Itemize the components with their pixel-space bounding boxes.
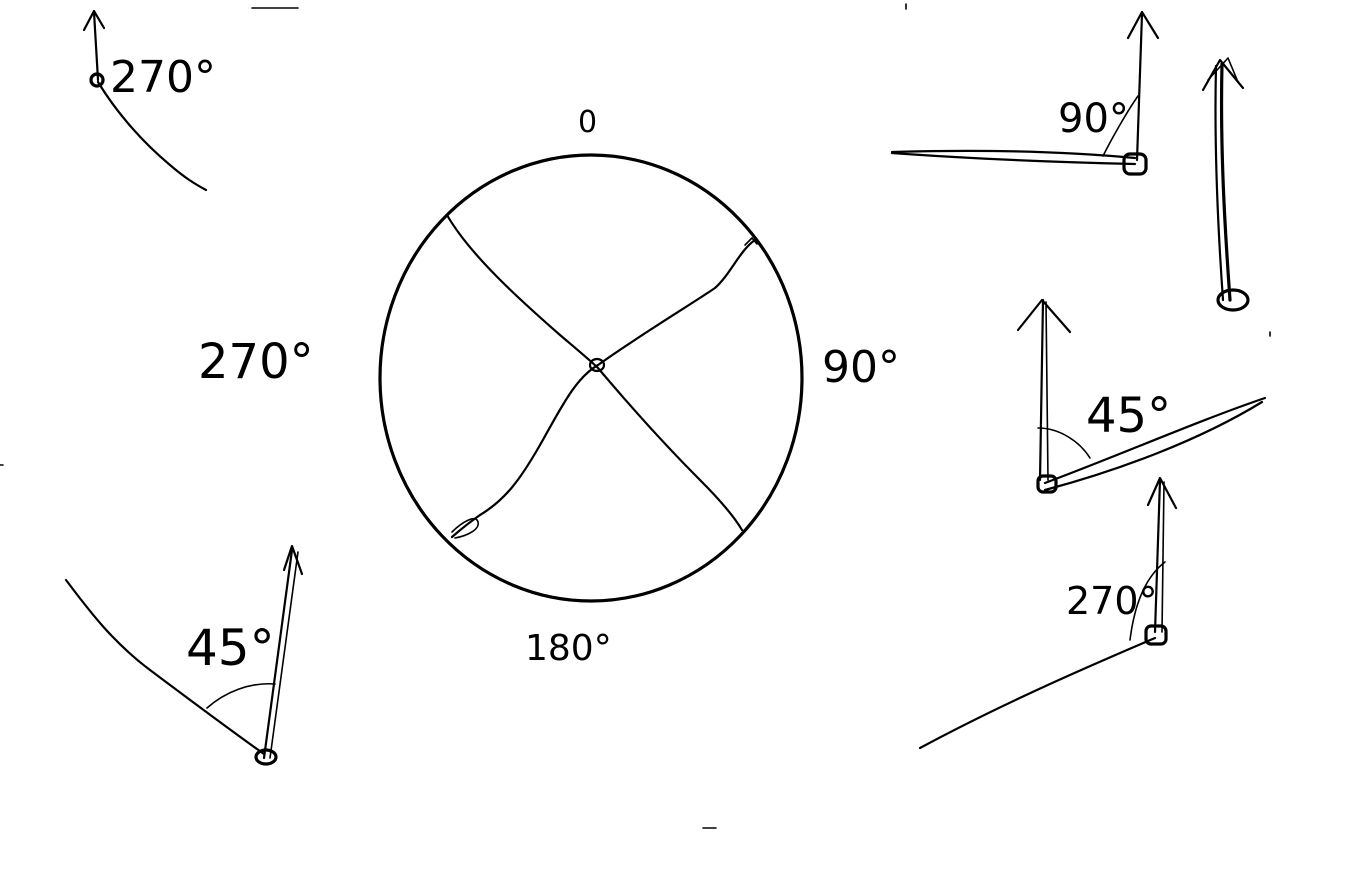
north-arrow-shaft [1153,478,1162,634]
north-arrow-shaft [1038,298,1045,482]
origin-point [1122,152,1148,176]
north-arrow-shaft [1135,12,1144,162]
direction-line [64,578,266,756]
compass-ne-hook [744,237,758,246]
angle-arc [1037,427,1091,459]
origin-point [1036,474,1058,494]
origin-point [254,748,278,766]
example-bottom-right: 270° [918,476,1178,750]
north-arrow-shaft [1219,62,1232,302]
origin-point [89,72,105,88]
north-arrowhead [1146,476,1178,510]
north-arrow-shaft-double [269,551,299,759]
compass-label-west: 270° [198,334,314,390]
direction-line-upper [1043,396,1267,485]
compass-diagram: 0 90° 180° 270° [198,105,900,669]
angle-label: 270° [110,52,216,103]
stray-marks [0,3,1271,829]
compass-sw-hook [451,517,479,539]
direction-line-lower [890,151,1137,166]
north-arrowhead [1126,10,1160,40]
compass-label-south: 180° [525,628,612,669]
angle-arc [206,682,276,709]
compass-circle [378,153,804,603]
north-arrow-shaft [92,10,100,82]
compass-diagonal-ne-sw [450,238,757,539]
compass-label-north: 0 [578,105,597,140]
compass-diagonal-nw-se [445,213,744,532]
north-arrowhead [282,544,304,576]
angle-arc [1129,561,1166,641]
north-arrow-shaft [262,548,294,760]
example-top-right: 90° [890,10,1160,176]
direction-line [918,636,1157,750]
direction-line-lower [1043,400,1264,492]
angle-arc [1102,95,1139,157]
origin-point [1216,288,1250,312]
angle-label: 45° [1086,388,1171,444]
north-arrowhead [1016,298,1072,334]
angle-label: 90° [1058,96,1129,142]
example-bottom-left: 45° [64,544,304,766]
direction-line [96,80,208,192]
origin-point [1144,624,1168,646]
north-arrow-shaft-double [1045,301,1049,481]
north-arrow-shaft-double [1161,481,1165,633]
north-arrow-shaft-double [1214,64,1225,302]
north-arrowhead [82,9,106,32]
angle-label: 45° [186,619,275,677]
example-far-right-north [1201,57,1250,312]
north-arrowhead-overdraw [1207,57,1239,83]
compass-center-point [588,357,606,373]
compass-label-east: 90° [822,342,900,393]
example-top-left: 270° [82,9,216,192]
angle-label: 270° [1066,579,1158,623]
example-middle-right: 45° [1016,298,1267,494]
